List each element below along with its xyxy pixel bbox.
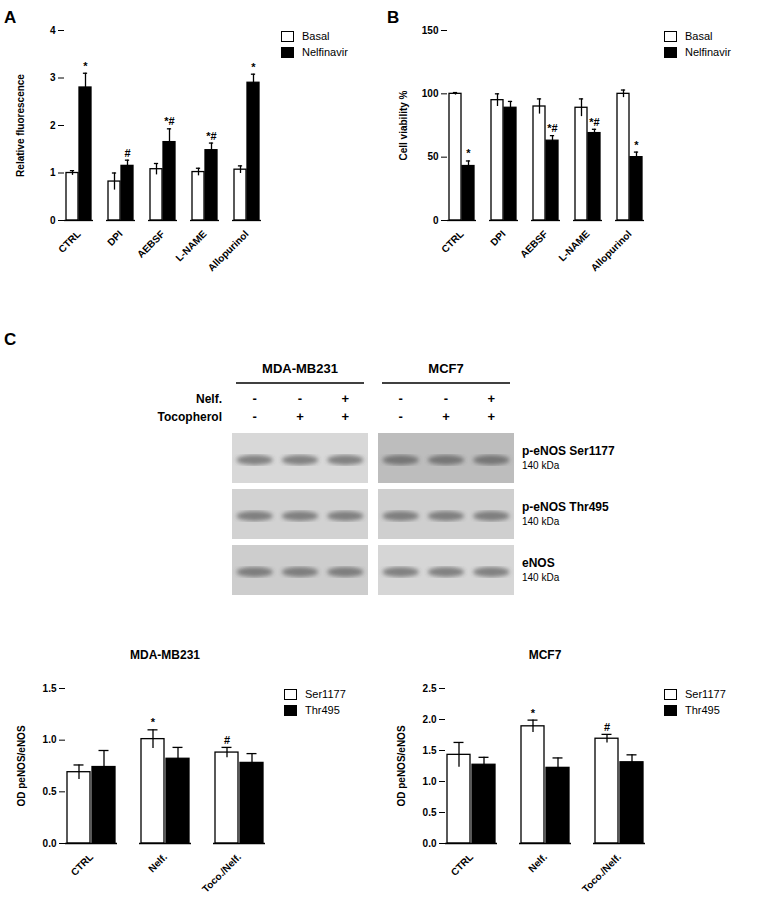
- svg-text:*#: *#: [164, 115, 174, 127]
- svg-text:AEBSF: AEBSF: [135, 228, 167, 260]
- svg-text:100: 100: [422, 88, 439, 99]
- svg-text:0: 0: [433, 215, 439, 226]
- svg-text:DPI: DPI: [488, 228, 508, 248]
- svg-text:Toco./Nelf.: Toco./Nelf.: [200, 851, 244, 895]
- svg-text:2.0: 2.0: [423, 714, 437, 725]
- html-text:C: C: [4, 330, 17, 349]
- html-text:MCF7: MCF7: [528, 648, 562, 662]
- svg-text:#: #: [604, 721, 610, 733]
- svg-text:+: +: [488, 391, 496, 406]
- svg-text:140 kDa: 140 kDa: [522, 572, 560, 583]
- html-text:Basal: Basal: [302, 30, 330, 42]
- svg-text:DPI: DPI: [105, 228, 125, 248]
- html-text:B: B: [387, 8, 400, 27]
- svg-text:#: #: [124, 147, 130, 159]
- svg-text:OD peNOS/eNOS: OD peNOS/eNOS: [396, 725, 407, 806]
- svg-text:*: *: [151, 716, 156, 728]
- html-text:Ser1177: Ser1177: [685, 688, 726, 700]
- svg-text:#: #: [224, 734, 230, 746]
- svg-text:+: +: [342, 391, 350, 406]
- svg-text:Relative fluorescence: Relative fluorescence: [15, 74, 26, 177]
- svg-text:+: +: [488, 409, 496, 424]
- html-text:Basal: Basal: [685, 30, 713, 42]
- svg-text:Toco./Nelf.: Toco./Nelf.: [580, 851, 624, 895]
- svg-text:140 kDa: 140 kDa: [522, 516, 560, 527]
- svg-text:1.5: 1.5: [43, 683, 57, 694]
- svg-text:L-NAME: L-NAME: [556, 228, 592, 264]
- svg-text:0.0: 0.0: [43, 838, 57, 849]
- svg-text:+: +: [296, 409, 304, 424]
- svg-text:4: 4: [50, 25, 56, 36]
- svg-text:Allopurinol: Allopurinol: [589, 228, 634, 273]
- svg-text:1.0: 1.0: [43, 734, 57, 745]
- svg-text:0.5: 0.5: [423, 807, 437, 818]
- svg-text:2: 2: [50, 120, 56, 131]
- svg-text:1: 1: [50, 167, 56, 178]
- svg-text:CTRL: CTRL: [69, 851, 96, 878]
- svg-text:-: -: [398, 391, 402, 406]
- svg-text:CTRL: CTRL: [449, 851, 476, 878]
- svg-text:MCF7: MCF7: [428, 361, 463, 376]
- svg-text:-: -: [252, 409, 256, 424]
- svg-text:MDA-MB231: MDA-MB231: [262, 361, 338, 376]
- svg-text:eNOS: eNOS: [522, 556, 555, 570]
- svg-text:Cell viability %: Cell viability %: [398, 90, 409, 160]
- html-text:Thr495: Thr495: [685, 704, 720, 716]
- svg-text:L-NAME: L-NAME: [173, 228, 209, 264]
- svg-text:2.5: 2.5: [423, 683, 437, 694]
- svg-text:-: -: [398, 409, 402, 424]
- svg-text:Nelf.: Nelf.: [526, 851, 549, 874]
- html-text:Ser1177: Ser1177: [305, 688, 346, 700]
- svg-text:+: +: [442, 409, 450, 424]
- svg-text:-: -: [298, 391, 302, 406]
- svg-text:p-eNOS Ser1177: p-eNOS Ser1177: [522, 444, 615, 458]
- svg-text:Nelf.: Nelf.: [196, 392, 222, 406]
- svg-text:*#: *#: [206, 130, 216, 142]
- svg-text:50: 50: [427, 151, 439, 162]
- svg-text:0.5: 0.5: [43, 786, 57, 797]
- svg-text:150: 150: [422, 25, 439, 36]
- svg-text:CTRL: CTRL: [56, 228, 83, 255]
- svg-text:p-eNOS Thr495: p-eNOS Thr495: [522, 500, 609, 514]
- svg-text:*: *: [251, 61, 256, 73]
- svg-text:0.0: 0.0: [423, 838, 437, 849]
- svg-text:-: -: [444, 391, 448, 406]
- svg-text:Allopurinol: Allopurinol: [206, 228, 251, 273]
- svg-text:+: +: [342, 409, 350, 424]
- svg-text:*#: *#: [547, 122, 557, 134]
- svg-text:*: *: [466, 147, 471, 159]
- svg-text:Nelf.: Nelf.: [146, 851, 169, 874]
- svg-text:*#: *#: [589, 116, 599, 128]
- html-text:Nelfinavir: Nelfinavir: [685, 46, 731, 58]
- svg-text:OD peNOS/eNOS: OD peNOS/eNOS: [16, 725, 27, 806]
- svg-text:0: 0: [50, 215, 56, 226]
- svg-text:*: *: [83, 60, 88, 72]
- html-text:Thr495: Thr495: [305, 704, 340, 716]
- html-text:Nelfinavir: Nelfinavir: [302, 46, 348, 58]
- svg-text:-: -: [252, 391, 256, 406]
- html-text:MDA-MB231: MDA-MB231: [130, 648, 200, 662]
- html-text:A: A: [4, 8, 17, 27]
- svg-text:Tocopherol: Tocopherol: [158, 410, 222, 424]
- svg-text:*: *: [531, 707, 536, 719]
- svg-text:1.0: 1.0: [423, 776, 437, 787]
- svg-text:AEBSF: AEBSF: [518, 228, 550, 260]
- svg-text:140 kDa: 140 kDa: [522, 460, 560, 471]
- svg-text:CTRL: CTRL: [439, 228, 466, 255]
- svg-text:*: *: [634, 139, 639, 151]
- svg-text:1.5: 1.5: [423, 745, 437, 756]
- svg-text:3: 3: [50, 72, 56, 83]
